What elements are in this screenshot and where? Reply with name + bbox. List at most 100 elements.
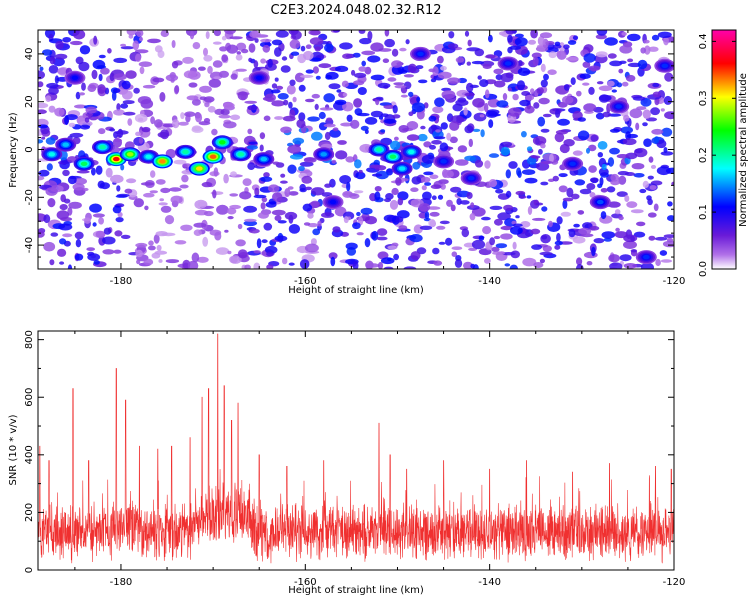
colorbar-tick-label: 0.0 (698, 261, 709, 277)
heatmap-cell (263, 222, 273, 231)
heatmap-hotspot (615, 104, 622, 109)
heatmap-cell (370, 74, 385, 81)
heatmap-cell (135, 249, 143, 258)
heatmap-cell (173, 159, 187, 165)
heatmap-cell (271, 83, 278, 89)
heatmap-cell (287, 144, 302, 154)
heatmap-cell (91, 69, 98, 80)
snr-ytick-label: 0 (24, 567, 35, 573)
heatmap-cell (263, 172, 270, 178)
heatmap-cell (229, 36, 243, 40)
heatmap-cell (492, 251, 505, 255)
heatmap-cell (241, 48, 249, 54)
heatmap-cell (623, 114, 630, 122)
heatmap-cell (212, 189, 217, 199)
heatmap-cell (466, 192, 473, 199)
heatmap-cell (343, 216, 349, 224)
heatmap-cell (154, 45, 163, 53)
heatmap-cell (98, 128, 106, 135)
heatmap-cell (101, 86, 107, 91)
heatmap-cell (609, 147, 620, 155)
heatmap-cell (630, 249, 637, 253)
heatmap-cell (636, 221, 646, 227)
heatmap-cell (583, 251, 598, 259)
heatmap-cell (341, 80, 349, 88)
heatmap-cell (81, 82, 86, 91)
heatmap-cell (277, 93, 289, 100)
heatmap-cell (160, 187, 171, 194)
heatmap-cell (430, 184, 442, 189)
heatmap-cell (73, 177, 87, 185)
heatmap-cell (582, 82, 590, 86)
heatmap-cell (463, 261, 473, 269)
heatmap-cell (76, 170, 90, 174)
heatmap-cell (261, 239, 268, 244)
heatmap-cell (495, 243, 508, 249)
heatmap-cell (512, 93, 519, 101)
heatmap-cell (116, 185, 121, 192)
heatmap-cell (41, 136, 46, 140)
heatmap-cell (555, 129, 568, 135)
heatmap-cell (428, 68, 436, 73)
heatmap-cell (120, 46, 135, 50)
snr-frame (37, 330, 675, 571)
heatmap-cell (315, 75, 321, 80)
heatmap-cell (471, 60, 484, 65)
heatmap-cell (280, 126, 292, 134)
heatmap-cell (424, 211, 430, 220)
heatmap-cell (464, 155, 476, 161)
heatmap-cell (113, 131, 119, 139)
heatmap-cell (548, 51, 557, 59)
heatmap-cell (660, 259, 673, 263)
heatmap-cell (244, 264, 251, 269)
heatmap-cell (398, 69, 408, 74)
heatmap-cell (68, 122, 76, 128)
heatmap-cell (323, 93, 336, 103)
heatmap-cell (505, 169, 511, 179)
heatmap-cell (652, 82, 660, 88)
heatmap-cell (138, 137, 144, 144)
heatmap-cell (46, 163, 53, 171)
heatmap-cell (155, 231, 168, 237)
heatmap-cell (242, 178, 252, 187)
heatmap-cell (351, 69, 356, 76)
heatmap-cell (139, 66, 145, 75)
heatmap-cell (141, 126, 151, 133)
heatmap-cell (643, 39, 650, 44)
heatmap-cell (205, 31, 210, 40)
heatmap-cell (260, 176, 273, 182)
heatmap-cell (482, 64, 492, 69)
heatmap-cell (417, 133, 428, 142)
heatmap-ytick-label: 0 (24, 146, 35, 152)
heatmap-cell (275, 85, 284, 90)
heatmap-cell (601, 231, 616, 239)
heatmap-cell (627, 58, 634, 63)
heatmap-cell (583, 53, 596, 63)
heatmap-cell (472, 128, 481, 132)
heatmap-cell (307, 212, 314, 219)
heatmap-cell (160, 205, 172, 213)
heatmap-cell (203, 96, 215, 103)
heatmap-cell (70, 40, 83, 46)
heatmap-cell (274, 116, 284, 120)
heatmap-cell (493, 50, 503, 58)
heatmap-cell (324, 183, 332, 188)
heatmap-cell (204, 102, 210, 108)
heatmap-cell (640, 47, 646, 54)
colorbar-tick-label: 0.3 (698, 90, 709, 106)
heatmap-cell (300, 45, 306, 52)
heatmap-cell (442, 169, 454, 179)
heatmap-hotspot (417, 51, 424, 57)
heatmap-cell (634, 147, 648, 158)
heatmap-cell (74, 231, 84, 240)
heatmap-cell (431, 140, 442, 145)
heatmap-cell (432, 106, 444, 114)
heatmap-cell (625, 74, 636, 82)
heatmap-cell (168, 187, 182, 192)
heatmap-cell (122, 90, 133, 100)
heatmap-cell (120, 164, 125, 171)
heatmap-cell (598, 94, 610, 103)
heatmap-cell (143, 258, 154, 266)
heatmap-cell (403, 266, 417, 269)
heatmap-cell (573, 223, 580, 228)
